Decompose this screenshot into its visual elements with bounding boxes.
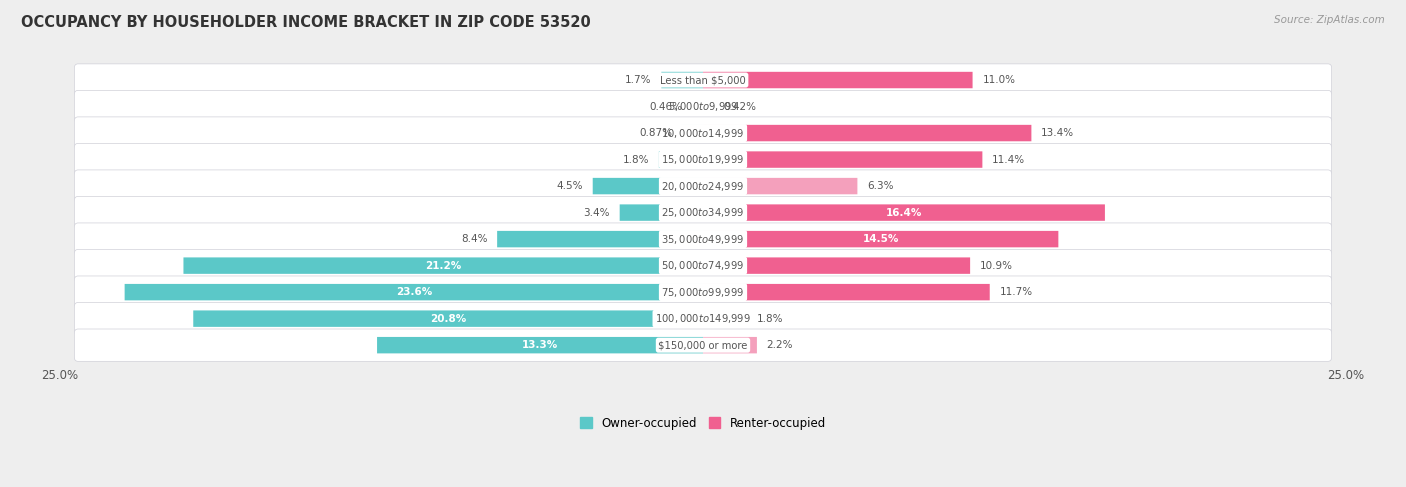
- FancyBboxPatch shape: [682, 125, 703, 141]
- Text: $35,000 to $49,999: $35,000 to $49,999: [661, 233, 745, 245]
- Text: 23.6%: 23.6%: [395, 287, 432, 297]
- Text: 13.4%: 13.4%: [1042, 128, 1074, 138]
- FancyBboxPatch shape: [703, 178, 858, 194]
- Text: OCCUPANCY BY HOUSEHOLDER INCOME BRACKET IN ZIP CODE 53520: OCCUPANCY BY HOUSEHOLDER INCOME BRACKET …: [21, 15, 591, 30]
- FancyBboxPatch shape: [703, 72, 973, 88]
- Text: $150,000 or more: $150,000 or more: [658, 340, 748, 350]
- FancyBboxPatch shape: [75, 249, 1331, 282]
- Text: 10.9%: 10.9%: [980, 261, 1012, 271]
- Text: 21.2%: 21.2%: [425, 261, 461, 271]
- FancyBboxPatch shape: [703, 205, 1105, 221]
- FancyBboxPatch shape: [703, 284, 990, 300]
- Text: $15,000 to $19,999: $15,000 to $19,999: [661, 153, 745, 166]
- FancyBboxPatch shape: [593, 178, 703, 194]
- Text: $10,000 to $14,999: $10,000 to $14,999: [661, 127, 745, 140]
- FancyBboxPatch shape: [75, 276, 1331, 308]
- Text: $20,000 to $24,999: $20,000 to $24,999: [661, 180, 745, 192]
- Text: $50,000 to $74,999: $50,000 to $74,999: [661, 259, 745, 272]
- Text: 1.7%: 1.7%: [626, 75, 651, 85]
- FancyBboxPatch shape: [75, 64, 1331, 96]
- Text: 6.3%: 6.3%: [868, 181, 894, 191]
- FancyBboxPatch shape: [692, 98, 703, 115]
- Text: 11.4%: 11.4%: [993, 154, 1025, 165]
- Text: $25,000 to $34,999: $25,000 to $34,999: [661, 206, 745, 219]
- Text: 14.5%: 14.5%: [862, 234, 898, 244]
- Text: 1.8%: 1.8%: [756, 314, 783, 324]
- FancyBboxPatch shape: [703, 125, 1032, 141]
- Text: 16.4%: 16.4%: [886, 207, 922, 218]
- FancyBboxPatch shape: [620, 205, 703, 221]
- Text: 1.8%: 1.8%: [623, 154, 650, 165]
- FancyBboxPatch shape: [498, 231, 703, 247]
- FancyBboxPatch shape: [703, 310, 747, 327]
- Text: 20.8%: 20.8%: [430, 314, 467, 324]
- FancyBboxPatch shape: [125, 284, 703, 300]
- Text: 2.2%: 2.2%: [766, 340, 793, 350]
- FancyBboxPatch shape: [75, 91, 1331, 123]
- FancyBboxPatch shape: [75, 170, 1331, 202]
- Text: 11.7%: 11.7%: [1000, 287, 1032, 297]
- Text: $5,000 to $9,999: $5,000 to $9,999: [668, 100, 738, 113]
- Text: 0.87%: 0.87%: [638, 128, 672, 138]
- Text: 11.0%: 11.0%: [983, 75, 1015, 85]
- FancyBboxPatch shape: [75, 196, 1331, 229]
- FancyBboxPatch shape: [75, 143, 1331, 176]
- FancyBboxPatch shape: [377, 337, 703, 354]
- FancyBboxPatch shape: [75, 223, 1331, 255]
- FancyBboxPatch shape: [75, 302, 1331, 335]
- Text: $100,000 to $149,999: $100,000 to $149,999: [655, 312, 751, 325]
- FancyBboxPatch shape: [75, 117, 1331, 149]
- Text: 3.4%: 3.4%: [583, 207, 610, 218]
- FancyBboxPatch shape: [661, 72, 703, 88]
- Text: 0.42%: 0.42%: [723, 102, 756, 112]
- Text: 4.5%: 4.5%: [557, 181, 583, 191]
- FancyBboxPatch shape: [193, 310, 703, 327]
- Text: Source: ZipAtlas.com: Source: ZipAtlas.com: [1274, 15, 1385, 25]
- FancyBboxPatch shape: [75, 329, 1331, 361]
- FancyBboxPatch shape: [659, 151, 703, 168]
- Text: 8.4%: 8.4%: [461, 234, 488, 244]
- Legend: Owner-occupied, Renter-occupied: Owner-occupied, Renter-occupied: [575, 412, 831, 434]
- Text: 25.0%: 25.0%: [41, 369, 79, 382]
- Text: 25.0%: 25.0%: [1327, 369, 1365, 382]
- FancyBboxPatch shape: [703, 151, 983, 168]
- FancyBboxPatch shape: [703, 337, 756, 354]
- Text: 0.46%: 0.46%: [650, 102, 682, 112]
- FancyBboxPatch shape: [703, 231, 1059, 247]
- FancyBboxPatch shape: [703, 258, 970, 274]
- Text: 13.3%: 13.3%: [522, 340, 558, 350]
- FancyBboxPatch shape: [703, 98, 713, 115]
- Text: $75,000 to $99,999: $75,000 to $99,999: [661, 286, 745, 299]
- FancyBboxPatch shape: [183, 258, 703, 274]
- Text: Less than $5,000: Less than $5,000: [661, 75, 745, 85]
